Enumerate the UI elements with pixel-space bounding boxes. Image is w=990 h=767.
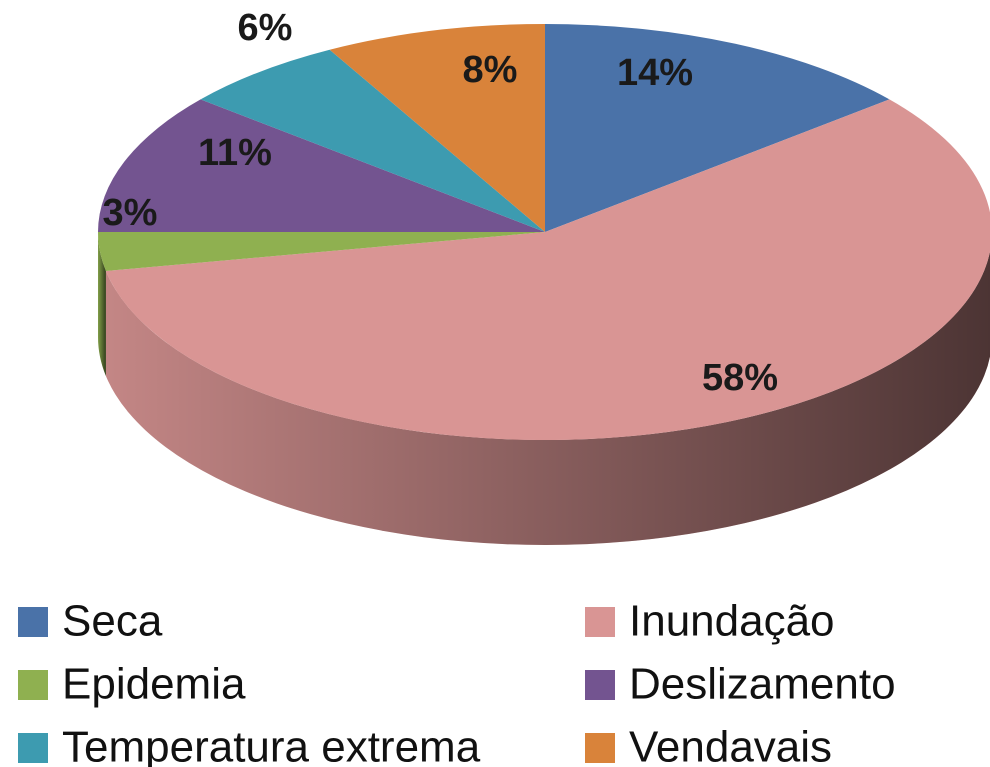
slice	[329, 24, 545, 232]
slice-side-shade	[105, 251, 990, 545]
value-labels: 14% 58% 3% 11% 6% 8%	[103, 7, 778, 399]
legend-label: Vendavais	[629, 723, 832, 767]
legend-swatch	[585, 670, 615, 700]
legend-label: Deslizamento	[629, 660, 896, 709]
pie-tops	[98, 24, 990, 440]
legend-swatch	[585, 733, 615, 763]
slice	[98, 232, 545, 271]
value-label: 3%	[103, 192, 158, 234]
legend-label: Seca	[62, 597, 163, 646]
legend-label: Inundação	[629, 597, 835, 646]
value-label: 58%	[702, 357, 778, 399]
legend-label: Temperatura extrema	[62, 723, 481, 767]
legend-swatch	[585, 607, 615, 637]
slice	[98, 99, 545, 233]
legend-swatch	[18, 733, 48, 763]
value-label: 14%	[617, 52, 693, 94]
value-label: 6%	[238, 7, 293, 49]
legend: Seca Inundação Epidemia Deslizamento Tempera…	[18, 597, 896, 767]
slice	[545, 24, 890, 232]
pie-sides	[98, 232, 990, 545]
slice-side-shade	[98, 232, 106, 376]
slice	[200, 49, 546, 232]
slice	[105, 99, 990, 440]
value-label: 11%	[198, 132, 272, 174]
legend-label: Epidemia	[62, 660, 246, 709]
legend-swatch	[18, 607, 48, 637]
legend-swatch	[18, 670, 48, 700]
value-label: 8%	[463, 49, 518, 91]
